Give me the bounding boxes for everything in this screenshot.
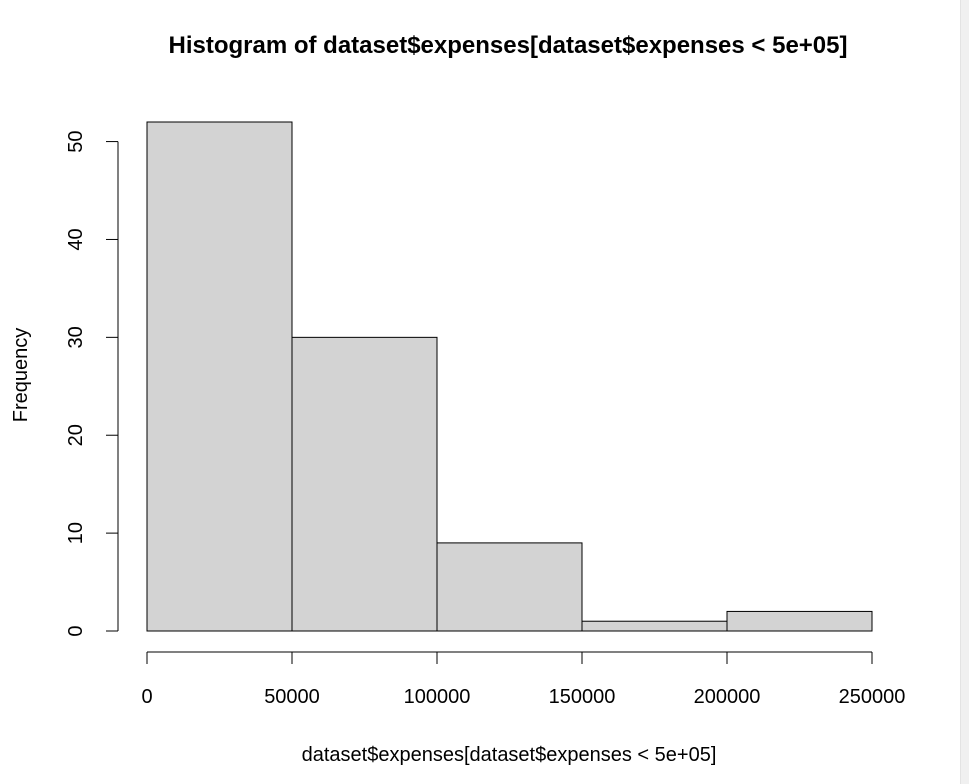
x-tick-label-0: 0: [141, 686, 152, 708]
x-tick-label-4: 200000: [694, 686, 761, 708]
histogram-bar-2: [436, 542, 583, 632]
x-tick-label-1: 50000: [264, 686, 320, 708]
y-tick-label-5: 50: [65, 130, 87, 152]
window-edge: [960, 0, 969, 784]
x-tick-label-3: 150000: [549, 686, 616, 708]
histogram-bar-3: [581, 620, 728, 632]
y-tick-label-4: 40: [65, 228, 87, 250]
chart-title: Histogram of dataset$expenses[dataset$ex…: [169, 32, 848, 59]
histogram-bars: [146, 121, 873, 632]
x-axis: 0 50000 100000 150000 200000 250000: [141, 651, 906, 708]
y-axis-label: Frequency: [10, 328, 32, 423]
y-tick-label-3: 30: [65, 326, 87, 348]
x-tick-label-5: 250000: [839, 686, 906, 708]
y-axis: 0 10 20 30 40 50: [65, 130, 119, 637]
histogram-bar-4: [726, 610, 873, 632]
histogram-bar-0: [146, 121, 293, 632]
y-tick-label-0: 0: [65, 625, 87, 636]
y-tick-label-1: 10: [65, 522, 87, 544]
x-tick-label-2: 100000: [404, 686, 471, 708]
histogram-bar-1: [291, 336, 438, 632]
x-axis-label: dataset$expenses[dataset$expenses < 5e+0…: [302, 744, 717, 766]
y-tick-label-2: 20: [65, 424, 87, 446]
